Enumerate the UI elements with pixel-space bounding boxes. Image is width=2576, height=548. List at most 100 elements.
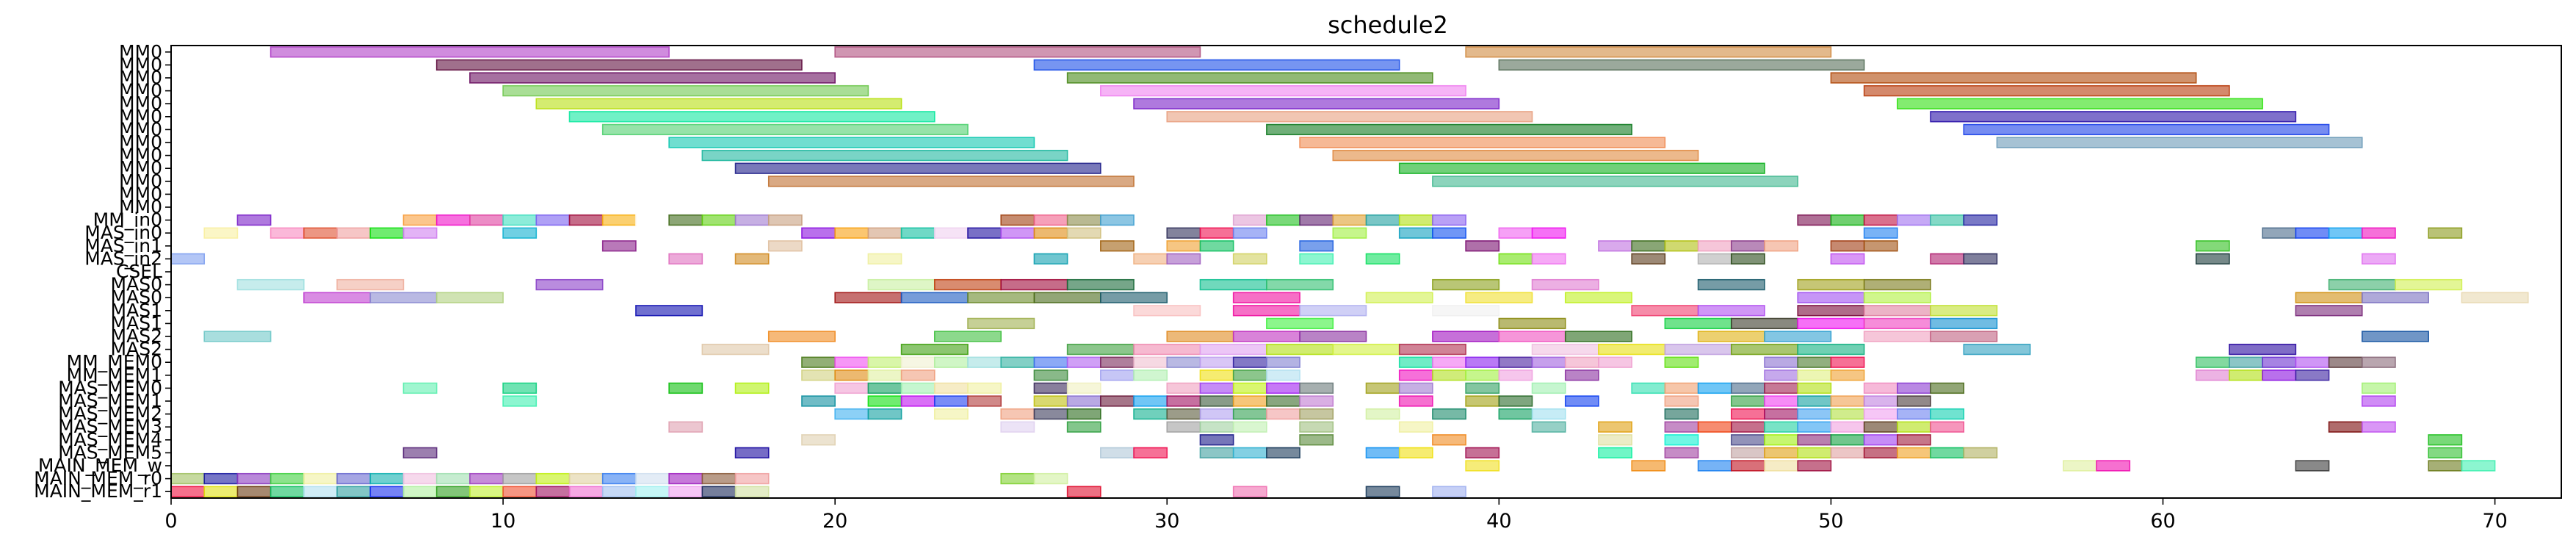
task-bar — [303, 292, 372, 303]
task-bar — [1033, 472, 1068, 485]
task-bar — [2461, 292, 2529, 303]
y-tick-label: MM0 — [119, 157, 162, 179]
task-bar — [2295, 460, 2330, 472]
task-bar — [967, 395, 1002, 407]
task-bar — [1863, 331, 1931, 342]
task-bar — [1365, 408, 1400, 420]
task-bar — [1664, 395, 1699, 407]
task-bar — [2195, 369, 2230, 381]
task-bar — [668, 421, 703, 433]
task-bar — [734, 447, 770, 459]
task-bar — [1398, 421, 1433, 433]
task-bar — [1199, 408, 1234, 420]
task-bar — [1398, 356, 1433, 368]
task-bar — [568, 111, 936, 123]
x-tick-label: 10 — [491, 510, 515, 533]
y-tick-label: MAIN_MEM_w — [38, 455, 162, 476]
task-bar — [1498, 253, 1533, 265]
task-bar — [2262, 369, 2297, 381]
task-bar — [1398, 395, 1433, 407]
task-bar — [1631, 305, 1699, 317]
task-bar — [1432, 369, 1466, 381]
task-bar — [1465, 292, 1533, 303]
task-bar — [1398, 369, 1433, 381]
task-bar — [1498, 408, 1533, 420]
task-bar — [171, 472, 206, 485]
task-bar — [1498, 395, 1533, 407]
task-bar — [1465, 369, 1500, 381]
task-bar — [1897, 395, 1931, 407]
task-bar — [1166, 408, 1201, 420]
task-bar — [1432, 331, 1500, 342]
task-bar — [1266, 447, 1300, 459]
task-bar — [1697, 305, 1765, 317]
task-bar — [900, 292, 969, 303]
task-bar — [2428, 460, 2463, 472]
task-bar — [1232, 253, 1267, 265]
task-bar — [1797, 434, 1832, 446]
task-bar — [1664, 434, 1699, 446]
task-bar — [1432, 356, 1466, 368]
task-bar — [1830, 253, 1865, 265]
task-bar — [1697, 382, 1732, 394]
task-bar — [1930, 421, 1965, 433]
task-bar — [1332, 149, 1699, 162]
task-bar — [933, 331, 1002, 342]
task-bar — [1199, 369, 1234, 381]
task-bar — [1000, 408, 1035, 420]
task-bar — [1664, 317, 1732, 330]
y-tick-label: MAS_MEM3 — [58, 416, 162, 437]
task-bar — [1730, 434, 1765, 446]
task-bar — [1730, 447, 1765, 459]
task-bar — [1697, 331, 1765, 342]
task-bar — [1863, 421, 1898, 433]
task-bar — [1730, 343, 1799, 356]
task-bar — [1697, 460, 1732, 472]
task-bar — [1764, 408, 1799, 420]
task-bar — [867, 356, 902, 368]
task-bar — [2361, 356, 2396, 368]
task-bar — [2361, 395, 2396, 407]
task-bar — [2361, 331, 2429, 342]
task-bar — [303, 472, 338, 485]
task-bar — [1166, 111, 1533, 123]
task-bar — [933, 382, 969, 394]
y-tick-label: MAS_in0 — [84, 222, 162, 243]
task-bars — [171, 46, 2529, 497]
task-bar — [1299, 137, 1666, 148]
task-bar — [1133, 253, 1168, 265]
task-bar — [701, 486, 737, 497]
task-bar — [1730, 240, 1765, 252]
task-bar — [1863, 240, 1898, 252]
task-bar — [1000, 227, 1035, 239]
task-bar — [1664, 447, 1699, 459]
task-bar — [1365, 447, 1400, 459]
task-bar — [933, 356, 969, 368]
task-bar — [801, 356, 836, 368]
task-bar — [701, 343, 770, 356]
task-bar — [867, 395, 902, 407]
task-bar — [867, 253, 902, 265]
task-bar — [1299, 395, 1334, 407]
task-bar — [701, 149, 1068, 162]
task-bar — [734, 382, 770, 394]
task-bar — [1398, 343, 1466, 356]
task-bar — [1465, 395, 1500, 407]
task-bar — [1897, 408, 1931, 420]
task-bar — [967, 292, 1035, 303]
task-bar — [1199, 227, 1234, 239]
task-bar — [1465, 240, 1500, 252]
task-bar — [867, 369, 902, 381]
task-bar — [1863, 408, 1898, 420]
task-bar — [1863, 227, 1898, 239]
task-bar — [1033, 59, 1400, 71]
task-bar — [1498, 227, 1533, 239]
task-bar — [2461, 460, 2496, 472]
task-bar — [1830, 240, 1865, 252]
task-bar — [1232, 408, 1267, 420]
task-bar — [1100, 292, 1168, 303]
task-bar — [1332, 343, 1400, 356]
x-tick-label: 60 — [2150, 510, 2175, 533]
task-bar — [402, 447, 438, 459]
task-bar — [2295, 369, 2330, 381]
